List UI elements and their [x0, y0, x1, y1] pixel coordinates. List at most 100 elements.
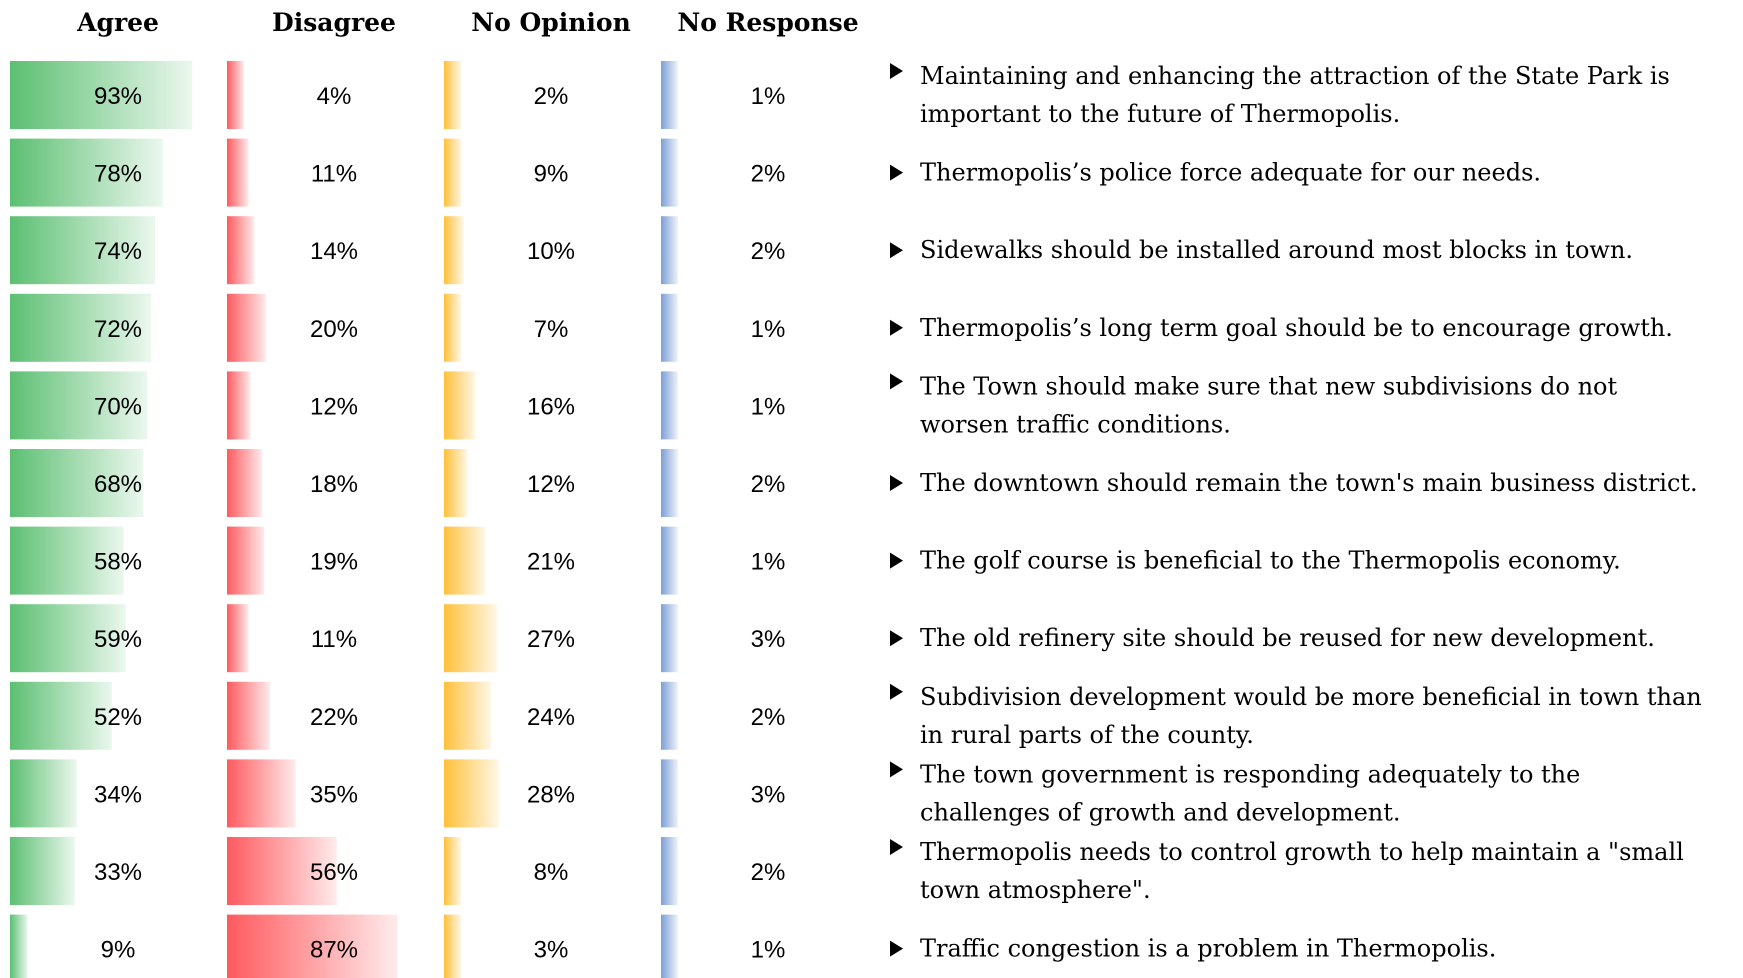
value-label-disagree-row-5: 12% [310, 393, 358, 420]
value-label-no-response-row-12: 1% [751, 937, 786, 964]
bar-no-response-row-7 [661, 526, 678, 595]
bullet-icon [890, 940, 903, 957]
bullet-icon [890, 242, 903, 259]
value-label-agree-row-3: 74% [94, 238, 142, 265]
bar-no-opinion-row-6 [444, 449, 468, 517]
value-label-no-opinion-row-11: 8% [534, 859, 569, 886]
value-label-disagree-row-12: 87% [310, 937, 358, 964]
value-label-agree-row-2: 78% [94, 161, 142, 188]
statement-row-4: Thermopolis’s long term goal should be t… [920, 314, 1673, 342]
bar-no-opinion-row-9 [444, 681, 491, 750]
bar-no-opinion-row-1 [444, 61, 461, 129]
bar-no-opinion-row-7 [444, 526, 486, 595]
bar-no-response-row-11 [661, 837, 678, 905]
statement-line: Sidewalks should be installed around mos… [920, 236, 1633, 264]
bar-agree-row-12 [10, 914, 28, 978]
statement-line: town atmosphere". [920, 876, 1151, 904]
value-label-agree-row-5: 70% [94, 393, 142, 420]
value-label-agree-row-6: 68% [94, 471, 142, 498]
value-label-no-opinion-row-12: 3% [534, 937, 569, 964]
bar-no-response-row-9 [661, 681, 678, 750]
value-label-disagree-row-8: 11% [311, 626, 357, 653]
bar-disagree-row-8 [227, 604, 249, 673]
bullet-icon [890, 839, 903, 855]
value-label-no-opinion-row-10: 28% [527, 781, 575, 808]
value-label-no-response-row-10: 3% [751, 781, 786, 808]
value-label-disagree-row-7: 19% [310, 549, 358, 576]
bar-disagree-row-10 [227, 759, 296, 828]
bar-disagree-row-4 [227, 293, 267, 362]
bar-no-response-row-10 [661, 759, 678, 828]
value-label-no-opinion-row-5: 16% [527, 393, 575, 420]
value-label-disagree-row-9: 22% [310, 704, 358, 731]
statement-line: Thermopolis needs to control growth to h… [920, 838, 1684, 866]
bar-no-opinion-row-10 [444, 759, 499, 828]
value-label-agree-row-4: 72% [94, 316, 142, 343]
bullet-icon [890, 630, 903, 647]
statement-row-11: Thermopolis needs to control growth to h… [920, 838, 1684, 904]
bar-disagree-row-11 [227, 837, 337, 905]
bar-no-response-row-5 [661, 371, 678, 440]
bar-disagree-row-5 [227, 371, 251, 440]
value-label-disagree-row-3: 14% [310, 238, 358, 265]
value-label-disagree-row-4: 20% [310, 316, 358, 343]
value-label-no-response-row-5: 1% [751, 393, 786, 420]
statement-row-7: The golf course is beneficial to the The… [920, 547, 1621, 575]
header-no-response: No Response [677, 8, 858, 37]
statements-layer: Maintaining and enhancing the attraction… [890, 62, 1702, 963]
value-label-agree-row-1: 93% [94, 83, 142, 110]
bar-agree-row-5 [10, 371, 148, 440]
bar-no-opinion-row-12 [444, 914, 461, 978]
bar-agree-row-2 [10, 138, 163, 207]
bar-disagree-row-6 [227, 449, 263, 517]
bar-agree-row-6 [10, 449, 144, 517]
bullet-icon [890, 761, 903, 778]
value-label-agree-row-10: 34% [94, 781, 142, 808]
statement-row-3: Sidewalks should be installed around mos… [920, 236, 1633, 264]
statement-row-1: Maintaining and enhancing the attraction… [920, 62, 1670, 128]
value-label-agree-row-11: 33% [94, 859, 142, 886]
bar-no-opinion-row-2 [444, 138, 462, 207]
bar-no-response-row-4 [661, 293, 678, 362]
bar-no-response-row-1 [661, 61, 678, 129]
bar-no-opinion-row-8 [444, 604, 497, 673]
statement-line: in rural parts of the county. [920, 721, 1254, 749]
bar-disagree-row-1 [227, 61, 244, 129]
bar-no-opinion-row-11 [444, 837, 461, 905]
value-label-no-response-row-6: 2% [751, 471, 786, 498]
value-label-agree-row-9: 52% [94, 704, 142, 731]
statement-line: important to the future of Thermopolis. [920, 100, 1400, 128]
bar-agree-row-8 [10, 604, 126, 673]
value-label-no-opinion-row-9: 24% [527, 704, 575, 731]
value-label-agree-row-8: 59% [94, 626, 142, 653]
header-disagree: Disagree [272, 8, 396, 37]
statement-line: Thermopolis’s long term goal should be t… [920, 314, 1673, 342]
statement-line: Traffic congestion is a problem in Therm… [920, 935, 1496, 963]
value-label-no-response-row-4: 1% [751, 316, 786, 343]
value-label-disagree-row-6: 18% [310, 471, 358, 498]
bullet-icon [890, 63, 903, 79]
value-label-disagree-row-10: 35% [310, 781, 358, 808]
bar-no-opinion-row-5 [444, 371, 476, 440]
bar-agree-row-7 [10, 526, 124, 595]
value-label-no-response-row-3: 2% [751, 238, 786, 265]
value-label-agree-row-12: 9% [101, 937, 136, 964]
bar-no-response-row-8 [661, 604, 678, 673]
bar-agree-row-10 [10, 759, 77, 828]
header-agree: Agree [76, 8, 159, 37]
value-label-no-opinion-row-4: 7% [534, 316, 569, 343]
bar-no-opinion-row-4 [444, 293, 461, 362]
statement-line: Thermopolis’s police force adequate for … [920, 159, 1541, 187]
statement-line: The golf course is beneficial to the The… [920, 547, 1621, 575]
header-no-opinion: No Opinion [471, 8, 631, 37]
bar-no-response-row-6 [661, 449, 678, 517]
value-label-no-opinion-row-7: 21% [527, 549, 575, 576]
bullet-icon [890, 552, 903, 569]
statement-line: The Town should make sure that new subdi… [920, 372, 1618, 400]
value-label-no-response-row-9: 2% [751, 704, 786, 731]
statement-line: Subdivision development would be more be… [920, 683, 1702, 711]
bar-no-response-row-2 [661, 138, 678, 207]
column-headers: Agree Disagree No Opinion No Response [76, 8, 859, 37]
bar-no-opinion-row-3 [444, 216, 464, 285]
